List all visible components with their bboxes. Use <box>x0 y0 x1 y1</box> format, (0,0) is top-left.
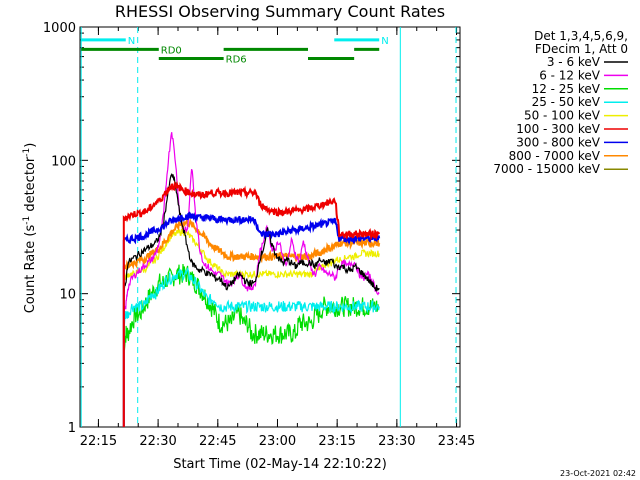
legend-entry: 300 - 800 keV <box>516 135 600 149</box>
y-axis-label-text: Count Rate (s <box>23 225 38 314</box>
x-tick-label: 22:45 <box>199 434 236 449</box>
chart-title: RHESSI Observing Summary Count Rates <box>115 2 445 21</box>
legend-entry: 3 - 6 keV <box>547 55 601 69</box>
x-tick-label: 23:15 <box>318 434 355 449</box>
state-bar-label: RD6 <box>226 55 247 66</box>
series-line <box>122 211 381 427</box>
plot-frame <box>79 26 461 428</box>
state-bars: N N RD0 RD6 <box>81 36 389 66</box>
y-tick-label: 1000 <box>43 21 76 36</box>
y-axis-label-tail: detector <box>23 156 38 216</box>
series-line <box>122 180 381 427</box>
y-tick-label: 100 <box>51 154 76 169</box>
boundary-lines <box>80 27 457 427</box>
y-axis-label-close: ) <box>23 143 38 148</box>
x-tick-label: 23:30 <box>378 434 415 449</box>
x-tick-label: 23:00 <box>259 434 296 449</box>
x-axis-label: Start Time (02-May-14 22:10:22) <box>173 457 387 472</box>
x-ticks: 22:15 22:30 22:45 23:00 23:15 23:30 23:45 <box>80 27 475 449</box>
y-axis-label-sup: -1 <box>22 216 32 225</box>
footer-timestamp: 23-Oct-2021 02:42 <box>560 469 636 478</box>
state-bar-label: RD0 <box>161 45 182 56</box>
y-axis-label-sup2: -1 <box>22 148 32 157</box>
series-line <box>123 267 380 427</box>
series-line <box>123 228 380 427</box>
series-lines <box>122 132 381 427</box>
legend-header: FDecim 1, Att 0 <box>535 42 628 56</box>
series-line <box>123 132 380 427</box>
x-tick-label: 22:15 <box>80 434 117 449</box>
legend-entry: 100 - 300 keV <box>516 122 600 136</box>
svg-text:Count Rate (s-1 detector-1): Count Rate (s-1 detector-1) <box>22 143 38 314</box>
legend-entry: 12 - 25 keV <box>532 82 601 96</box>
y-tick-label: 10 <box>59 288 76 303</box>
y-ticks: 1 10 100 1000 <box>43 21 460 436</box>
state-bar-label: N <box>128 36 135 47</box>
y-axis-label: Count Rate (s-1 detector-1) <box>22 143 38 314</box>
x-tick-label: 23:45 <box>438 434 475 449</box>
legend-entry: 50 - 100 keV <box>524 109 601 123</box>
state-bar-label: N <box>381 36 388 47</box>
legend-entry: 800 - 7000 keV <box>509 149 601 163</box>
y-tick-label: 1 <box>68 421 76 436</box>
x-tick-label: 22:30 <box>139 434 176 449</box>
series-line <box>123 172 380 427</box>
legend-entry: 6 - 12 keV <box>539 68 601 82</box>
legend: Det 1,3,4,5,6,9,FDecim 1, Att 03 - 6 keV… <box>493 29 628 176</box>
legend-entry: 7000 - 15000 keV <box>493 162 600 176</box>
legend-header: Det 1,3,4,5,6,9, <box>534 29 628 43</box>
series-line <box>122 216 381 427</box>
legend-entry: 25 - 50 keV <box>532 95 601 109</box>
